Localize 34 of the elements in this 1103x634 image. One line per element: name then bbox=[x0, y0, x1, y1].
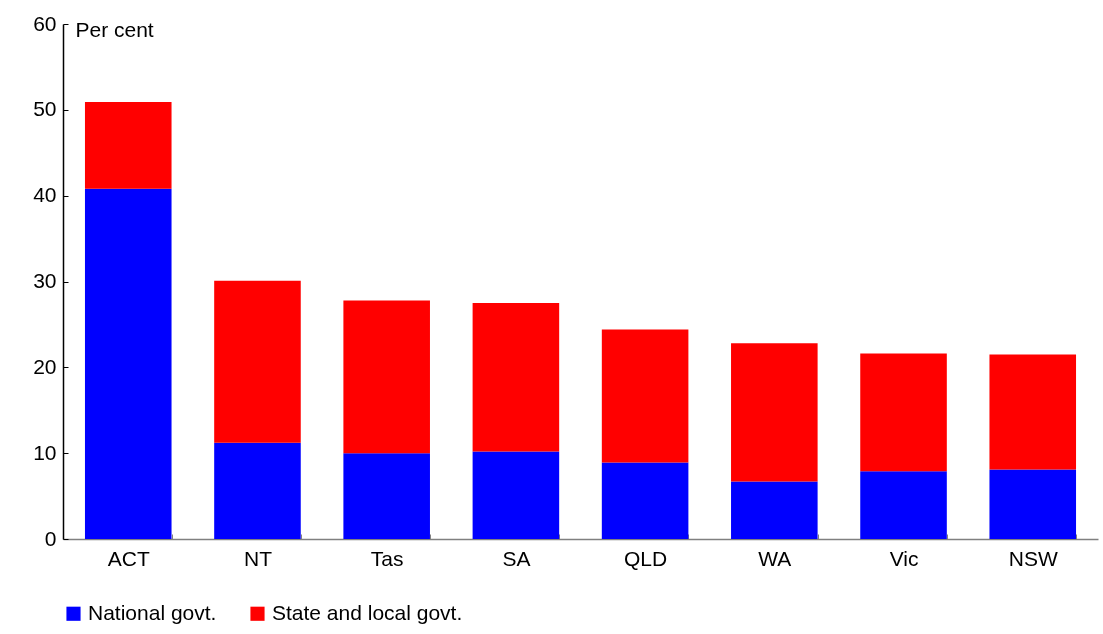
legend-label: State and local govt. bbox=[272, 600, 463, 624]
y-tick-label: 30 bbox=[33, 269, 57, 292]
y-axis-title: Per cent bbox=[75, 17, 154, 41]
bar bbox=[472, 451, 560, 539]
x-tick-label: Vic bbox=[889, 546, 919, 570]
y-tick-label: 40 bbox=[33, 183, 57, 207]
bar bbox=[860, 353, 947, 472]
y-tick-label: 0 bbox=[44, 526, 57, 550]
bar bbox=[472, 302, 560, 452]
bar bbox=[731, 481, 818, 539]
bar bbox=[731, 343, 818, 482]
bar bbox=[601, 329, 689, 463]
x-tick-label: ACT bbox=[107, 546, 150, 570]
x-tick-label: NSW bbox=[1008, 546, 1058, 570]
bar bbox=[84, 102, 172, 189]
x-tick-label: SA bbox=[502, 546, 531, 570]
bar bbox=[989, 469, 1077, 539]
x-tick-label: WA bbox=[758, 546, 792, 570]
y-tick-label: 50 bbox=[33, 97, 57, 121]
x-tick-label: NT bbox=[243, 546, 273, 570]
bar bbox=[84, 188, 172, 539]
bar bbox=[343, 300, 430, 454]
bar bbox=[343, 453, 430, 539]
bar bbox=[989, 354, 1077, 470]
y-tick-label: 20 bbox=[33, 354, 57, 378]
bar bbox=[860, 471, 947, 539]
bar bbox=[601, 462, 689, 539]
legend-label: National govt. bbox=[88, 600, 217, 624]
y-tick-label: 60 bbox=[33, 11, 57, 35]
bar bbox=[214, 280, 301, 443]
x-tick-label: QLD bbox=[624, 546, 668, 570]
y-tick-label: 10 bbox=[33, 440, 57, 464]
bar bbox=[214, 442, 301, 539]
x-tick-label: Tas bbox=[370, 546, 404, 570]
